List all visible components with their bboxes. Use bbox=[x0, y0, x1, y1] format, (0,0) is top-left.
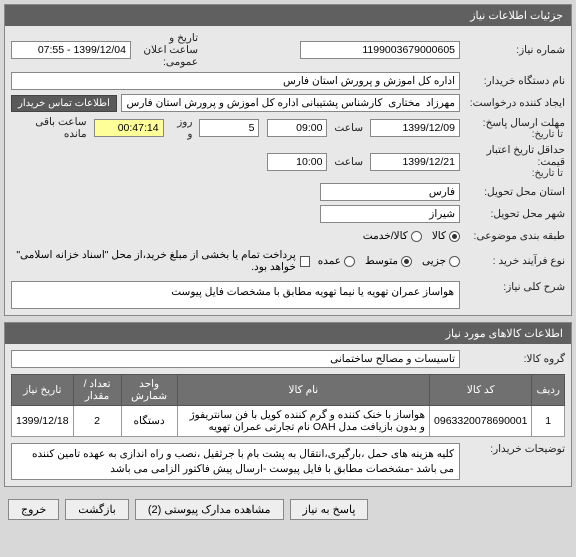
input-reply-date[interactable] bbox=[370, 119, 460, 137]
label-goods-group: گروه کالا: bbox=[460, 353, 565, 365]
radio-process-0[interactable]: جزیی bbox=[422, 255, 460, 267]
label-hour2: ساعت bbox=[331, 156, 366, 168]
label-valid: حداقل تاریخ اعتبار قیمت: تا تاریخ: bbox=[460, 144, 565, 179]
textarea-need-desc[interactable]: هواساز عمران تهویه یا نیما تهویه مطابق ب… bbox=[11, 281, 460, 309]
row-goods-group: گروه کالا: bbox=[11, 348, 565, 370]
goods-info-panel: اطلاعات کالاهای مورد نیاز گروه کالا: ردی… bbox=[4, 322, 572, 487]
row-need-desc: شرح کلی نیاز: هواساز عمران تهویه یا نیما… bbox=[11, 275, 565, 311]
label-need-desc: شرح کلی نیاز: bbox=[460, 281, 565, 293]
goods-info-body: گروه کالا: ردیفکد کالانام کالاواحد شمارش… bbox=[5, 344, 571, 486]
row-buyer-org: نام دستگاه خریدار: bbox=[11, 70, 565, 92]
need-info-panel: جزئیات اطلاعات نیاز شماره نیاز: تاریخ و … bbox=[4, 4, 572, 316]
exit-button[interactable]: خروج bbox=[8, 499, 59, 520]
label-announce-dt: تاریخ و ساعت اعلان عمومی: bbox=[135, 32, 201, 68]
radio-dot-icon bbox=[449, 256, 460, 267]
need-info-header: جزئیات اطلاعات نیاز bbox=[5, 5, 571, 26]
radio-dot-icon bbox=[449, 231, 460, 242]
label-process-type: نوع فرآیند خرید : bbox=[460, 255, 565, 267]
label-buyer-notes: توضیحات خریدار: bbox=[460, 443, 565, 455]
goods-table: ردیفکد کالانام کالاواحد شمارشتعداد / مقد… bbox=[11, 374, 565, 437]
input-province[interactable] bbox=[320, 183, 460, 201]
row-province: استان محل تحویل: bbox=[11, 181, 565, 203]
input-announce-dt[interactable] bbox=[11, 41, 131, 59]
row-city: شهر محل تحویل: bbox=[11, 203, 565, 225]
input-buyer-org[interactable] bbox=[11, 72, 460, 90]
row-need-no: شماره نیاز: تاریخ و ساعت اعلان عمومی: bbox=[11, 30, 565, 70]
textarea-buyer-notes[interactable]: کلیه هزینه های حمل ،بارگیری،انتقال به پش… bbox=[11, 443, 460, 480]
radio-process-1[interactable]: متوسط bbox=[365, 255, 412, 267]
table-cell: 1399/12/18 bbox=[12, 406, 74, 437]
table-header-row: ردیفکد کالانام کالاواحد شمارشتعداد / مقد… bbox=[12, 375, 565, 406]
attachments-button[interactable]: مشاهده مدارک پیوستی (2) bbox=[135, 499, 284, 520]
label-budget: طبقه بندی موضوعی: bbox=[460, 230, 565, 242]
table-header-cell: واحد شمارش bbox=[121, 375, 177, 406]
row-creator: ایجاد کننده درخواست: اطلاعات تماس خریدار bbox=[11, 92, 565, 114]
radio-dot-icon bbox=[344, 256, 355, 267]
input-reply-time[interactable] bbox=[267, 119, 327, 137]
radio-process-2[interactable]: عمده bbox=[318, 255, 355, 267]
need-info-body: شماره نیاز: تاریخ و ساعت اعلان عمومی: نا… bbox=[5, 26, 571, 315]
label-city: شهر محل تحویل: bbox=[460, 208, 565, 220]
input-need-no[interactable] bbox=[300, 41, 460, 59]
radio-goods[interactable]: کالا bbox=[432, 230, 460, 242]
label-province: استان محل تحویل: bbox=[460, 186, 565, 198]
row-process-type: نوع فرآیند خرید : جزیی متوسط عمده پرداخت ت… bbox=[11, 247, 565, 275]
label-day: روز و bbox=[168, 116, 196, 140]
goods-service-group: کالا کالا/خدمت bbox=[363, 230, 460, 242]
table-header-cell: کد کالا bbox=[430, 375, 532, 406]
input-days-left[interactable] bbox=[199, 119, 259, 137]
label-hour1: ساعت bbox=[331, 122, 366, 134]
input-creator[interactable] bbox=[121, 94, 460, 112]
label-need-no: شماره نیاز: bbox=[460, 44, 565, 56]
back-button[interactable]: بازگشت bbox=[65, 499, 129, 520]
button-bar: خروج بازگشت مشاهده مدارک پیوستی (2) پاسخ… bbox=[4, 493, 572, 526]
table-header-cell: تعداد / مقدار bbox=[73, 375, 121, 406]
table-header-cell: تاریخ نیاز bbox=[12, 375, 74, 406]
radio-dot-icon bbox=[411, 231, 422, 242]
input-valid-time[interactable] bbox=[267, 153, 327, 171]
input-goods-group[interactable] bbox=[11, 350, 460, 368]
table-header-cell: نام کالا bbox=[177, 375, 429, 406]
row-valid: حداقل تاریخ اعتبار قیمت: تا تاریخ: ساعت bbox=[11, 142, 565, 181]
input-time-left[interactable] bbox=[94, 119, 164, 137]
row-budget: طبقه بندی موضوعی: کالا کالا/خدمت bbox=[11, 225, 565, 247]
input-valid-date[interactable] bbox=[370, 153, 460, 171]
row-buyer-notes: توضیحات خریدار: کلیه هزینه های حمل ،بارگ… bbox=[11, 437, 565, 482]
input-city[interactable] bbox=[320, 205, 460, 223]
table-cell: دستگاه bbox=[121, 406, 177, 437]
process-type-group: جزیی متوسط عمده bbox=[318, 255, 460, 267]
label-remain: ساعت باقی مانده bbox=[11, 116, 90, 140]
radio-service[interactable]: کالا/خدمت bbox=[363, 230, 422, 242]
reply-button[interactable]: پاسخ به نیاز bbox=[290, 499, 369, 520]
table-row[interactable]: 10963320078690001هواساز با خنک کننده و گ… bbox=[12, 406, 565, 437]
table-cell: هواساز با خنک کننده و گرم کننده کویل با … bbox=[177, 406, 429, 437]
table-header-cell: ردیف bbox=[532, 375, 565, 406]
pay-note-check[interactable]: پرداخت تمام یا بخشی از مبلغ خرید،از محل … bbox=[11, 249, 310, 273]
table-cell: 1 bbox=[532, 406, 565, 437]
table-cell: 0963320078690001 bbox=[430, 406, 532, 437]
checkbox-icon bbox=[300, 256, 310, 267]
table-cell: 2 bbox=[73, 406, 121, 437]
goods-info-header: اطلاعات کالاهای مورد نیاز bbox=[5, 323, 571, 344]
buyer-contact-button[interactable]: اطلاعات تماس خریدار bbox=[11, 95, 117, 112]
label-reply-deadline: مهلت ارسال پاسخ: تا تاریخ: bbox=[460, 117, 565, 140]
row-reply-deadline: مهلت ارسال پاسخ: تا تاریخ: ساعت روز و سا… bbox=[11, 114, 565, 142]
radio-dot-icon bbox=[401, 256, 412, 267]
label-creator: ایجاد کننده درخواست: bbox=[460, 97, 565, 109]
label-buyer-org: نام دستگاه خریدار: bbox=[460, 75, 565, 87]
